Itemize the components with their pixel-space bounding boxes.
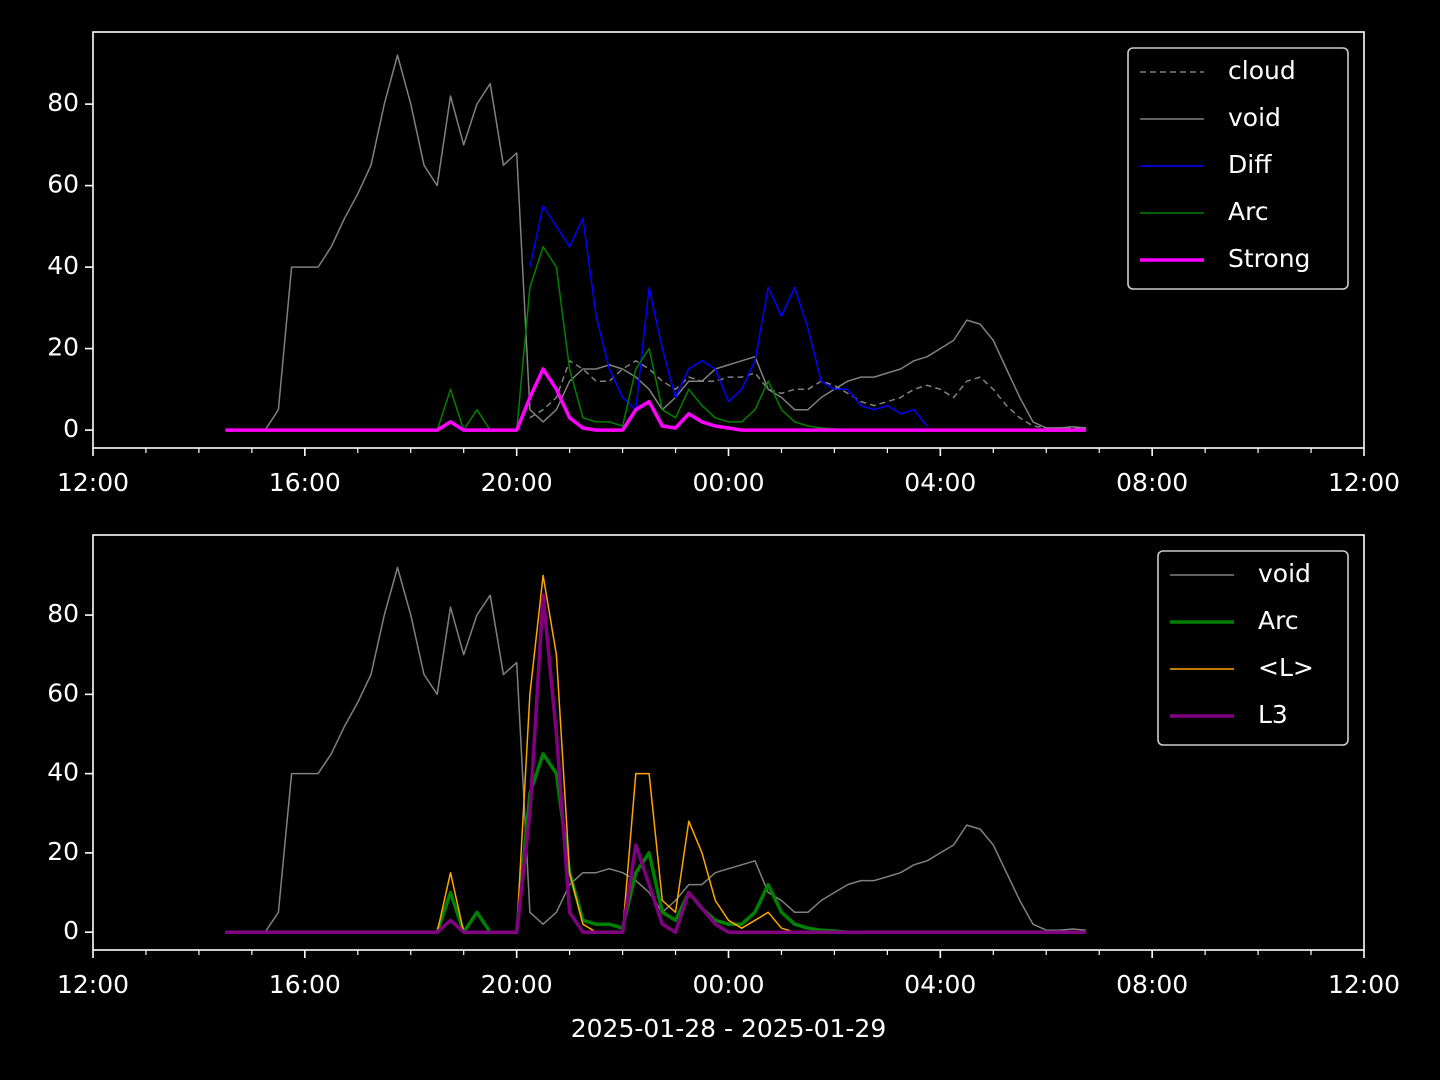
x-tick-label: 20:00: [481, 468, 553, 497]
x-tick-label: 20:00: [481, 970, 553, 999]
series-line: [225, 367, 1086, 432]
legend-label: cloud: [1228, 56, 1296, 85]
legend-label: Strong: [1228, 244, 1310, 273]
x-tick-label: 04:00: [904, 970, 976, 999]
y-tick-label: 20: [47, 333, 79, 362]
x-tick-label: 00:00: [692, 468, 764, 497]
y-tick-label: 40: [47, 758, 79, 787]
x-tick-label: 08:00: [1116, 468, 1188, 497]
y-tick-label: 60: [47, 170, 79, 199]
legend-label: Diff: [1228, 150, 1272, 179]
legend-label: Arc: [1258, 606, 1299, 635]
x-tick-label: 12:00: [57, 468, 129, 497]
series-line: [225, 593, 1086, 934]
x-tick-label: 12:00: [1328, 468, 1400, 497]
y-tick-label: 60: [47, 678, 79, 707]
y-tick-label: 40: [47, 251, 79, 280]
x-tick-label: 12:00: [57, 970, 129, 999]
legend-label: <L>: [1258, 653, 1314, 682]
y-tick-label: 80: [47, 599, 79, 628]
x-tick-label: 08:00: [1116, 970, 1188, 999]
legend-label: void: [1228, 103, 1281, 132]
y-tick-label: 0: [63, 916, 79, 945]
x-tick-label: 12:00: [1328, 970, 1400, 999]
x-axis-label: 2025-01-28 - 2025-01-29: [571, 1014, 887, 1043]
series-line: [225, 54, 1087, 431]
legend-label: L3: [1258, 700, 1288, 729]
series-line: [529, 360, 1086, 429]
y-tick-label: 0: [63, 414, 79, 443]
x-tick-label: 04:00: [904, 468, 976, 497]
y-tick-label: 20: [47, 837, 79, 866]
legend-label: Arc: [1228, 197, 1269, 226]
x-tick-label: 16:00: [269, 468, 341, 497]
legend-box: [1127, 47, 1349, 290]
series-line: [529, 205, 928, 427]
x-tick-label: 00:00: [692, 970, 764, 999]
legend-label: void: [1258, 559, 1311, 588]
legend-box: [1157, 550, 1349, 746]
x-tick-label: 16:00: [269, 970, 341, 999]
y-tick-label: 80: [47, 88, 79, 117]
